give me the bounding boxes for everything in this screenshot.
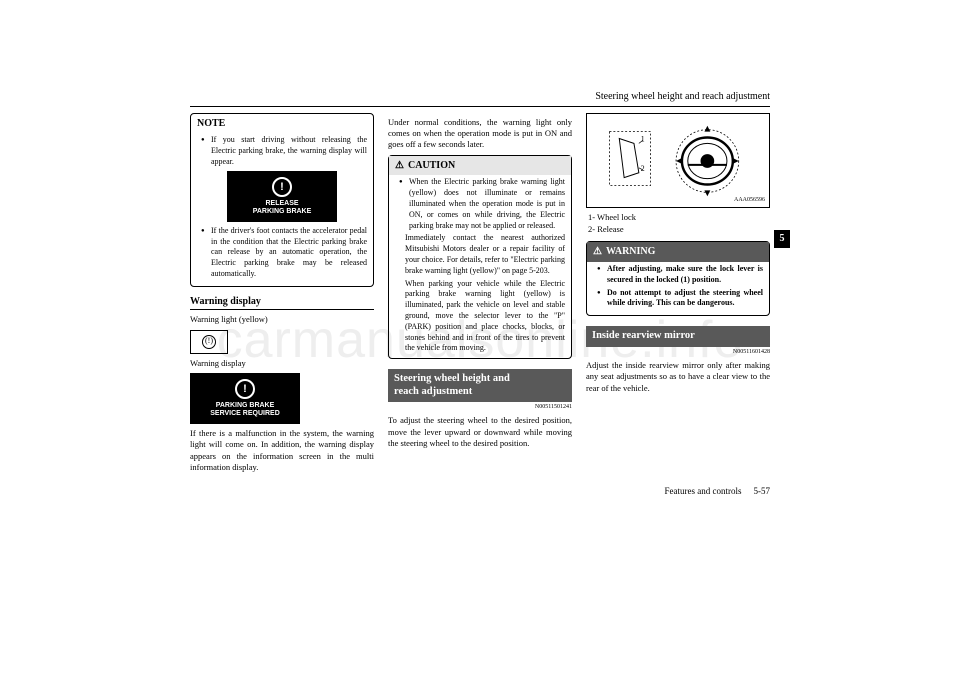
reference-number: N00511601428 bbox=[586, 348, 770, 356]
page-footer: Features and controls 5-57 bbox=[190, 485, 770, 497]
legend-item: 1- Wheel lock bbox=[588, 212, 770, 223]
warning-display-label: Warning display bbox=[190, 358, 374, 369]
warning-light-icon: (!) bbox=[202, 335, 216, 349]
steering-diagram-svg: 1 2 bbox=[587, 114, 769, 207]
dash-text-line: RELEASE bbox=[231, 200, 333, 208]
warning-item: Do not attempt to adjust the steering wh… bbox=[601, 288, 763, 310]
footer-chapter: Features and controls bbox=[665, 485, 742, 497]
column-2: Under normal conditions, the warning lig… bbox=[388, 113, 572, 478]
warning-heading: ⚠ WARNING bbox=[587, 242, 769, 262]
malfunction-paragraph: If there is a malfunction in the system,… bbox=[190, 428, 374, 474]
running-header: Steering wheel height and reach adjustme… bbox=[190, 90, 770, 107]
caution-box: ⚠ CAUTION When the Electric parking brak… bbox=[388, 155, 572, 359]
content-columns: NOTE If you start driving without releas… bbox=[190, 113, 770, 478]
warning-triangle-icon: ⚠ bbox=[593, 245, 602, 259]
warning-body: After adjusting, make sure the lock leve… bbox=[587, 262, 769, 315]
dash-display-release: ! RELEASE PARKING BRAKE bbox=[227, 171, 337, 221]
warning-title-text: WARNING bbox=[606, 245, 655, 259]
caution-body: When the Electric parking brake warning … bbox=[389, 175, 571, 358]
manual-page: Steering wheel height and reach adjustme… bbox=[190, 90, 770, 498]
steering-adjust-paragraph: To adjust the steering wheel to the desi… bbox=[388, 415, 572, 449]
caution-heading: ⚠ CAUTION bbox=[389, 156, 571, 176]
note-item: If you start driving without releasing t… bbox=[205, 135, 367, 167]
warning-box: ⚠ WARNING After adjusting, make sure the… bbox=[586, 241, 770, 316]
dash-text-line: SERVICE REQUIRED bbox=[194, 410, 296, 418]
warning-display-heading: Warning display bbox=[190, 295, 374, 311]
caution-triangle-icon: ⚠ bbox=[395, 159, 404, 173]
svg-text:1: 1 bbox=[641, 134, 645, 143]
intro-paragraph: Under normal conditions, the warning lig… bbox=[388, 117, 572, 151]
footer-page-number: 5-57 bbox=[754, 485, 771, 497]
dash-display-service: ! PARKING BRAKE SERVICE REQUIRED bbox=[190, 373, 300, 423]
note-heading: NOTE bbox=[191, 114, 373, 134]
chapter-side-tab: 5 bbox=[774, 230, 790, 248]
svg-text:2: 2 bbox=[641, 163, 645, 172]
warning-circle-icon: ! bbox=[235, 379, 255, 399]
warning-light-label: Warning light (yellow) bbox=[190, 314, 374, 325]
steering-diagram: 1 2 AAA056596 bbox=[586, 113, 770, 208]
mirror-paragraph: Adjust the inside rearview mirror only a… bbox=[586, 360, 770, 394]
column-1: NOTE If you start driving without releas… bbox=[190, 113, 374, 478]
legend-item: 2- Release bbox=[588, 224, 770, 235]
caution-paragraph: Immediately contact the nearest authoriz… bbox=[395, 233, 565, 276]
caution-title-text: CAUTION bbox=[408, 159, 455, 173]
note-item: If the driver's foot contacts the accele… bbox=[205, 226, 367, 280]
note-body: If you start driving without releasing t… bbox=[191, 133, 373, 286]
diagram-legend: 1- Wheel lock 2- Release bbox=[588, 212, 770, 236]
note-box: NOTE If you start driving without releas… bbox=[190, 113, 374, 287]
caution-item: When the Electric parking brake warning … bbox=[403, 177, 565, 231]
warning-circle-icon: ! bbox=[272, 177, 292, 197]
warning-light-icon-box: (!) bbox=[190, 330, 228, 354]
dash-text-line: PARKING BRAKE bbox=[231, 208, 333, 216]
dash-text-line: PARKING BRAKE bbox=[194, 402, 296, 410]
warning-item: After adjusting, make sure the lock leve… bbox=[601, 264, 763, 286]
section-bar-line: reach adjustment bbox=[394, 386, 566, 399]
reference-number: N00511501241 bbox=[388, 403, 572, 411]
column-3: 1 2 AAA056596 bbox=[586, 113, 770, 478]
section-heading-steering: Steering wheel height and reach adjustme… bbox=[388, 369, 572, 402]
diagram-reference: AAA056596 bbox=[734, 196, 765, 204]
section-heading-mirror: Inside rearview mirror bbox=[586, 326, 770, 347]
caution-paragraph: When parking your vehicle while the Elec… bbox=[395, 279, 565, 355]
section-bar-line: Steering wheel height and bbox=[394, 373, 566, 386]
